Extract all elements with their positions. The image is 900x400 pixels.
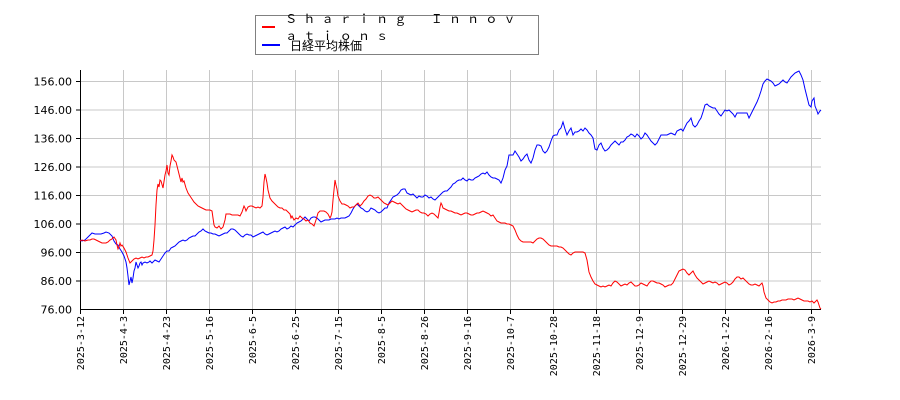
axes	[76, 70, 821, 314]
x-tick-label: 2025-10-7	[506, 316, 517, 370]
legend-item-nikkei: 日経平均株価	[262, 36, 362, 54]
x-tick-label: 2025-6-25	[291, 316, 302, 370]
y-tick-label: 96.00	[41, 247, 73, 260]
legend-label: Ｓｈａｒｉｎｇ Ｉｎｎｏｖａｔｉｏｎｓ	[285, 12, 522, 43]
vertical-gridlines	[123, 70, 812, 309]
legend-label: 日経平均株価	[290, 38, 363, 53]
y-tick-label: 146.00	[34, 104, 73, 117]
series-line-nikkei	[79, 70, 822, 286]
y-tick-label: 116.00	[34, 190, 73, 203]
x-tick-label: 2025-4-3	[119, 316, 130, 364]
y-tick-label: 156.00	[34, 76, 73, 89]
x-tick-label: 2026-2-16	[764, 316, 775, 370]
chart-legend: Ｓｈａｒｉｎｇ Ｉｎｎｏｖａｔｉｏｎｓ 日経平均株価	[255, 12, 539, 55]
x-tick-label: 2026-3-9	[807, 316, 818, 364]
x-tick-label: 2025-7-15	[334, 316, 345, 370]
x-tick-label: 2026-1-22	[721, 316, 732, 370]
x-tick-label: 2025-6-5	[248, 316, 259, 364]
x-tick-label: 2025-4-23	[162, 316, 173, 370]
x-tick-label: 2025-9-16	[463, 316, 474, 370]
horizontal-gridlines	[80, 81, 821, 282]
x-tick-label: 2025-10-28	[549, 316, 560, 376]
y-tick-label: 76.00	[41, 304, 73, 317]
x-tick-label: 2025-11-18	[592, 316, 603, 376]
y-tick-label: 136.00	[34, 133, 73, 146]
x-tick-label: 2025-12-29	[678, 316, 689, 376]
x-tick-label: 2025-5-16	[205, 316, 216, 370]
red-line-swatch-icon	[262, 26, 276, 28]
x-axis-labels: 2025-3-12 2025-4-3 2025-4-23 2025-5-16 2…	[76, 316, 818, 376]
y-tick-label: 106.00	[34, 218, 73, 231]
x-tick-label: 2025-12-9	[635, 316, 646, 370]
y-tick-label: 126.00	[34, 161, 73, 174]
series-line-sharing-innovations	[79, 153, 822, 310]
y-tick-label: 86.00	[41, 275, 73, 288]
x-tick-label: 2025-8-5	[377, 316, 388, 364]
blue-line-swatch-icon	[262, 44, 280, 46]
x-tick-label: 2025-8-26	[420, 316, 431, 370]
y-axis-labels: 156.00 146.00 136.00 126.00 116.00 106.0…	[34, 76, 73, 317]
x-tick-label: 2025-3-12	[76, 316, 87, 370]
legend-item-sharing-innovations: Ｓｈａｒｉｎｇ Ｉｎｎｏｖａｔｉｏｎｓ	[262, 12, 538, 43]
